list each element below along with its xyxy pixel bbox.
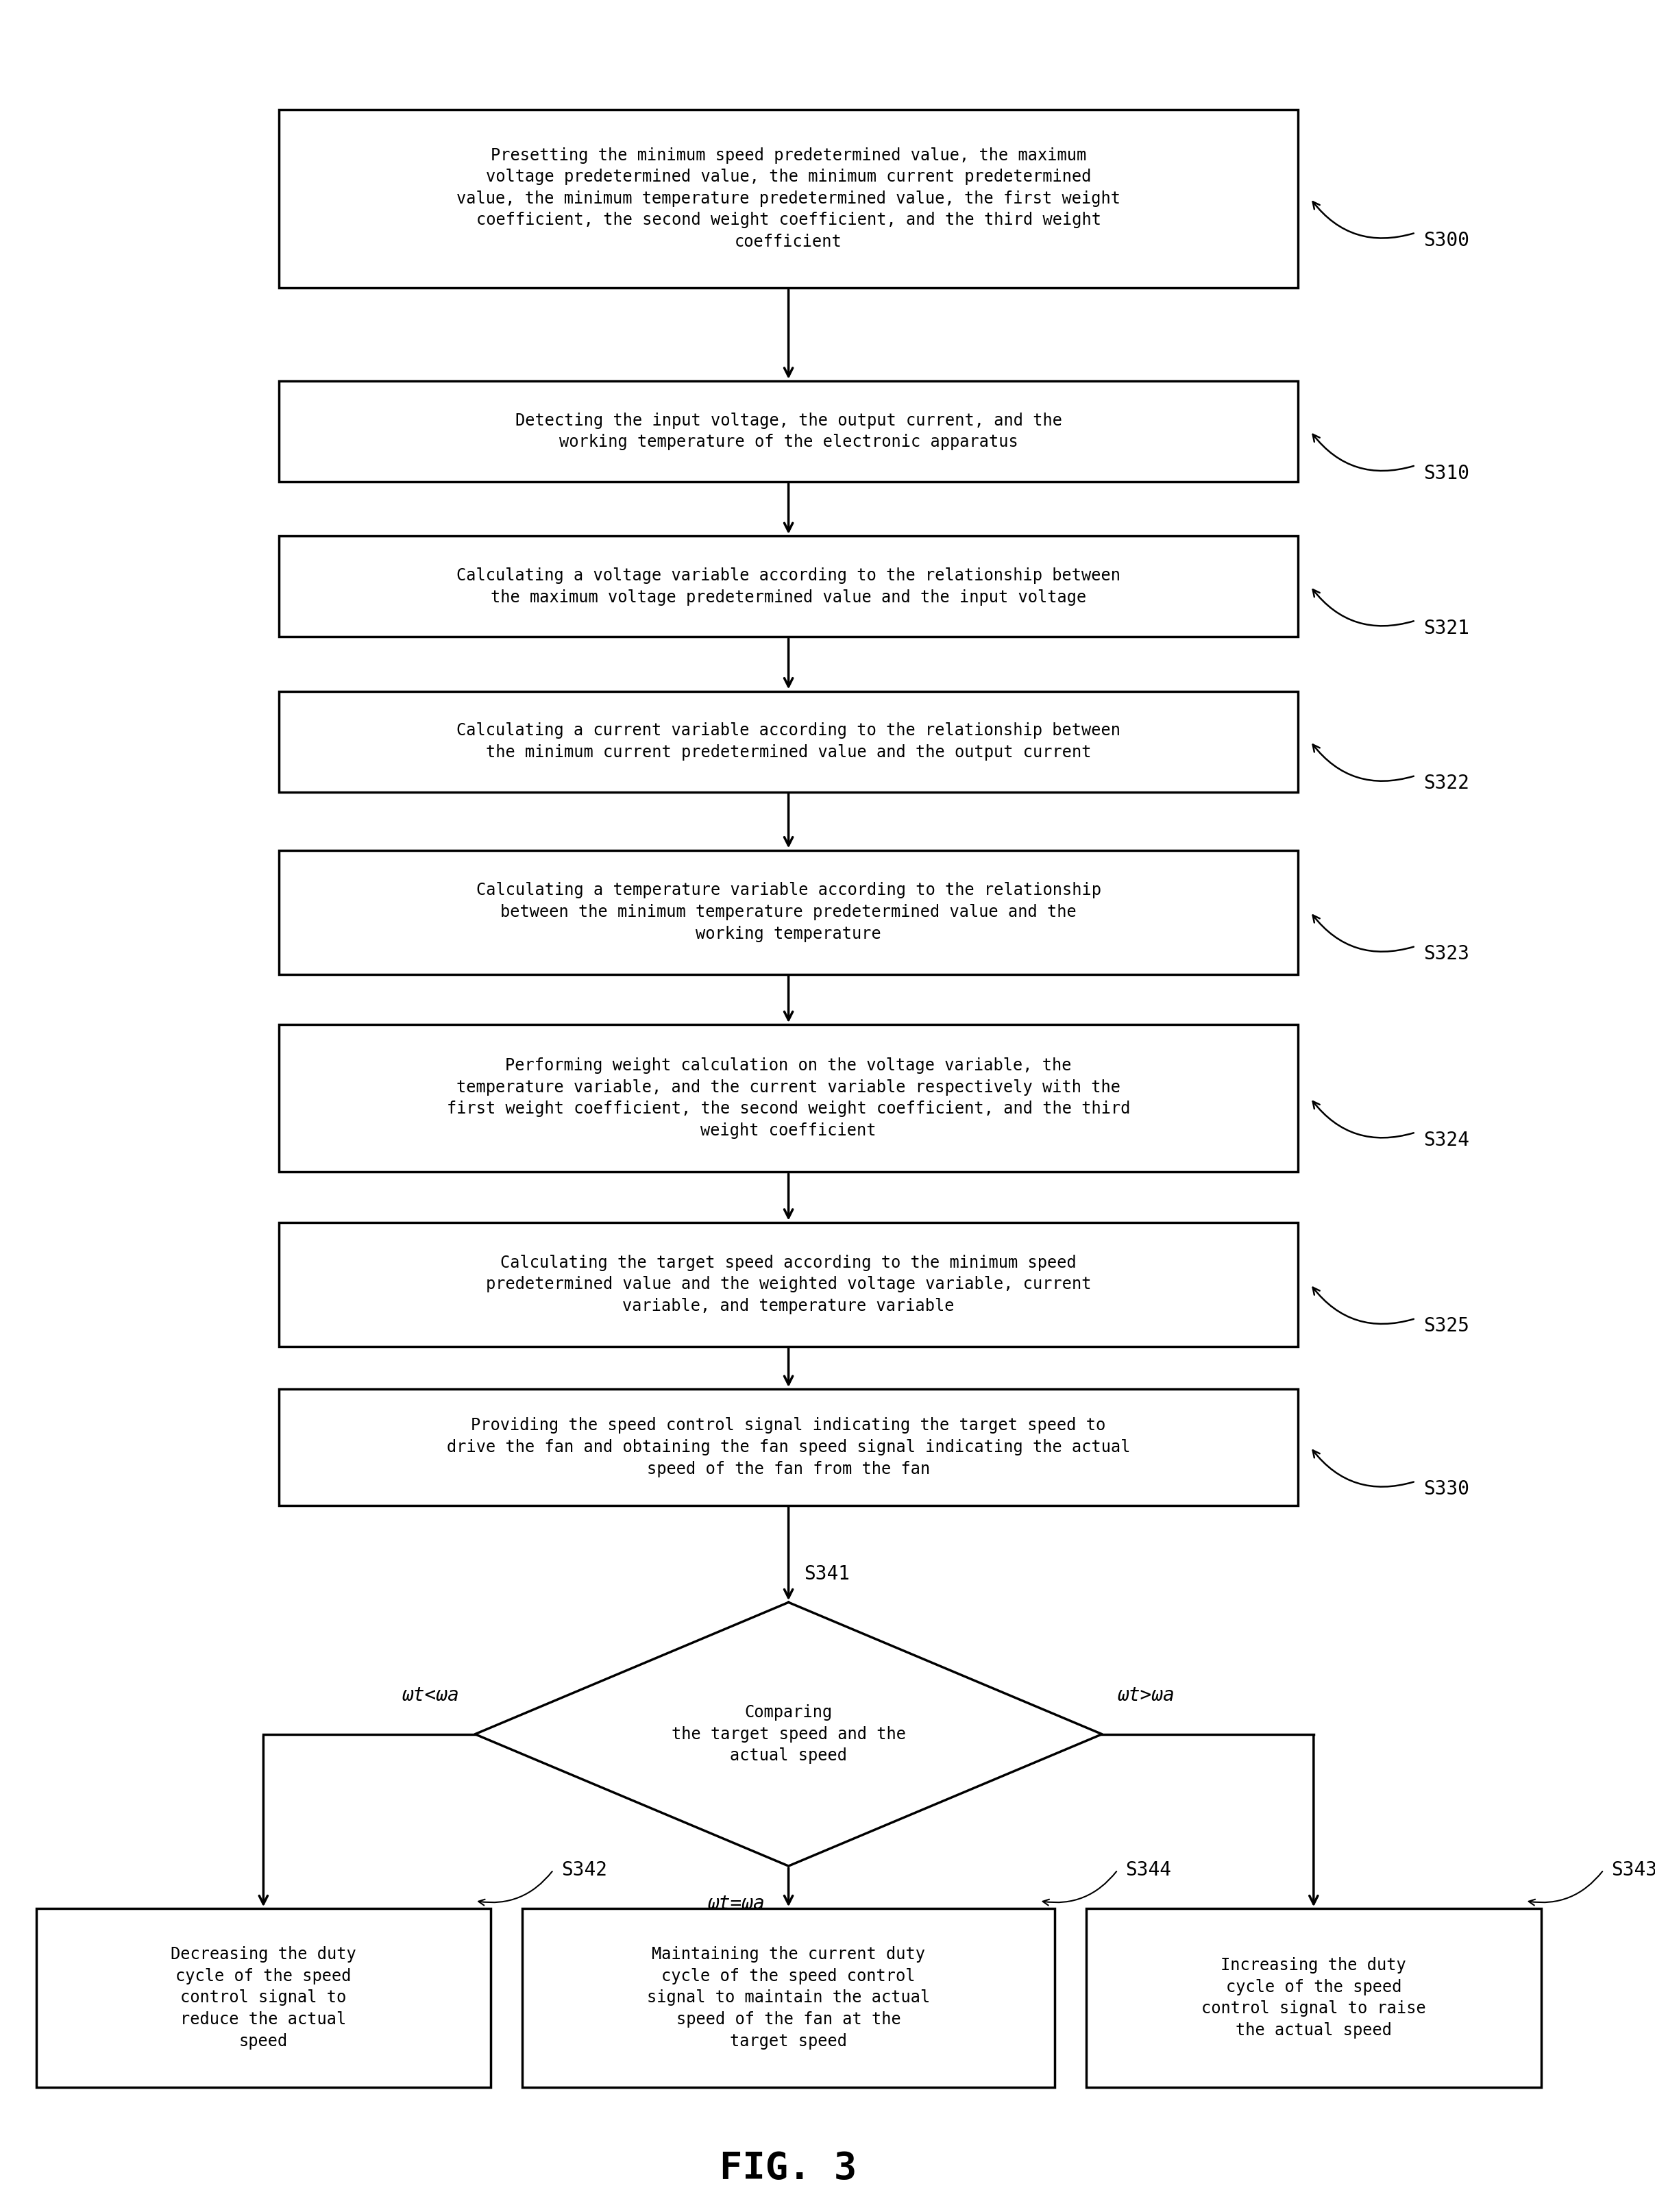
Text: S322: S322 [1423, 774, 1470, 792]
Bar [280, 690, 1298, 792]
Text: Detecting the input voltage, the output current, and the
working temperature of : Detecting the input voltage, the output … [515, 411, 1063, 451]
Text: Calculating a current variable according to the relationship between
the minimum: Calculating a current variable according… [457, 723, 1120, 761]
Text: Calculating a temperature variable according to the relationship
between the min: Calculating a temperature variable accor… [477, 883, 1101, 942]
Text: S323: S323 [1423, 945, 1470, 964]
Text: FIG. 3: FIG. 3 [720, 2150, 857, 2188]
Text: S330: S330 [1423, 1480, 1470, 1500]
Text: ωt<ωa: ωt<ωa [402, 1686, 460, 1705]
Text: S321: S321 [1423, 619, 1470, 637]
Text: Decreasing the duty
cycle of the speed
control signal to
reduce the actual
speed: Decreasing the duty cycle of the speed c… [170, 1947, 356, 2048]
Text: Calculating the target speed according to the minimum speed
predetermined value : Calculating the target speed according t… [487, 1254, 1091, 1314]
Bar [521, 1909, 1054, 2088]
Text: S300: S300 [1423, 230, 1470, 250]
Bar [36, 1909, 490, 2088]
Text: Providing the speed control signal indicating the target speed to
drive the fan : Providing the speed control signal indic… [447, 1418, 1130, 1478]
Text: S341: S341 [804, 1564, 851, 1584]
Text: S310: S310 [1423, 465, 1470, 482]
Text: S325: S325 [1423, 1316, 1470, 1336]
Text: Calculating a voltage variable according to the relationship between
the maximum: Calculating a voltage variable according… [457, 566, 1120, 606]
Bar [1086, 1909, 1541, 2088]
Bar [280, 1024, 1298, 1172]
Text: Maintaining the current duty
cycle of the speed control
signal to maintain the a: Maintaining the current duty cycle of th… [647, 1947, 930, 2048]
Text: ωt=ωa: ωt=ωa [708, 1893, 765, 1913]
Bar [280, 108, 1298, 288]
Text: Performing weight calculation on the voltage variable, the
temperature variable,: Performing weight calculation on the vol… [447, 1057, 1130, 1139]
Text: ωt>ωa: ωt>ωa [1117, 1686, 1175, 1705]
Bar [280, 1223, 1298, 1347]
Bar [280, 1389, 1298, 1506]
Text: S342: S342 [561, 1860, 607, 1880]
Text: S343: S343 [1612, 1860, 1655, 1880]
Bar [280, 535, 1298, 637]
Text: Presetting the minimum speed predetermined value, the maximum
voltage predetermi: Presetting the minimum speed predetermin… [457, 148, 1120, 250]
Bar [280, 380, 1298, 482]
Text: S324: S324 [1423, 1130, 1470, 1150]
Text: S344: S344 [1125, 1860, 1172, 1880]
Text: Increasing the duty
cycle of the speed
control signal to raise
the actual speed: Increasing the duty cycle of the speed c… [1202, 1958, 1427, 2039]
Text: Comparing
the target speed and the
actual speed: Comparing the target speed and the actua… [672, 1703, 905, 1763]
Bar [280, 849, 1298, 973]
